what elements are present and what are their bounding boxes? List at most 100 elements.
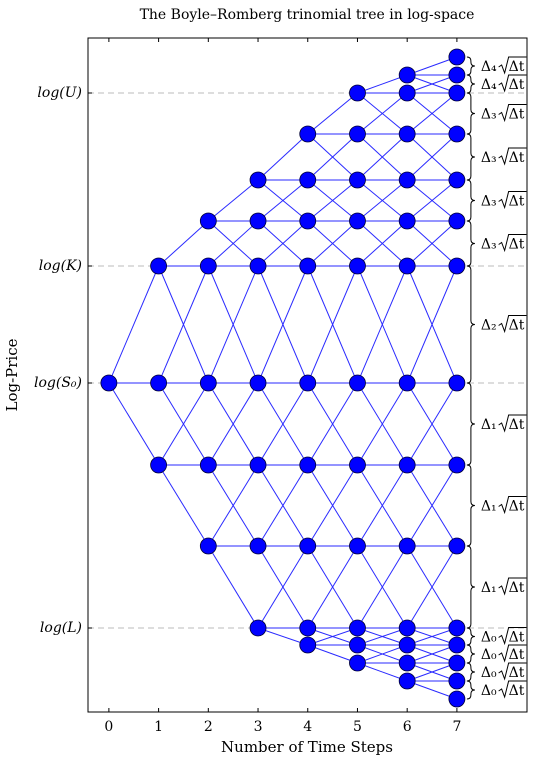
node [349,537,366,555]
node [150,456,167,474]
edge [307,133,358,181]
radical [498,74,527,93]
edge [406,92,458,135]
node [398,66,416,84]
brace [466,179,475,222]
node [448,690,466,708]
brace-label-coef: Δ₀ [481,683,497,699]
edge [407,56,458,76]
radical [498,662,527,681]
brace-label-coef: Δ₃ [481,107,497,123]
node [398,171,416,189]
edge [357,644,408,664]
node [249,537,267,555]
edge [257,179,309,222]
node [398,654,416,672]
edge [407,627,458,646]
edge [357,382,408,466]
node [349,84,366,102]
brace [466,74,475,94]
edge [307,382,358,466]
brace-label-radicand: Δt [509,318,525,334]
radical [498,644,527,663]
edge [406,265,458,384]
node [448,257,466,275]
node [398,374,416,392]
brace-label-coef: Δ₃ [481,237,497,253]
edge [307,179,358,222]
edge [307,464,358,547]
brace-label-coef: Δ₄ [481,59,497,75]
node [448,212,466,230]
edge [357,133,408,181]
x-tick-label: 6 [403,719,412,735]
node [299,636,317,654]
brace [466,382,475,466]
node [349,636,366,654]
brace [466,627,475,646]
node [349,374,366,392]
edge [257,220,309,267]
node [398,636,416,654]
edge [207,382,259,466]
edge [357,464,408,547]
node [299,212,317,230]
node [448,619,466,637]
node [349,125,366,143]
edge [207,179,259,222]
node [349,619,366,637]
edge [357,627,408,646]
brace [466,56,475,76]
brace-label-coef: Δ₃ [481,150,497,166]
radical [498,191,527,210]
edge [158,265,209,384]
brace-label-coef: Δ₄ [481,77,497,93]
edge [108,382,160,466]
brace-label-radicand: Δt [509,150,525,166]
edge [257,133,309,181]
brace-label-coef: Δ₀ [481,665,497,681]
brace-label-radicand: Δt [509,630,525,646]
node [448,48,466,66]
node [299,257,317,275]
brace [466,220,475,267]
y-tick-label: log(S₀) [34,375,82,391]
node [398,212,416,230]
node [299,171,317,189]
y-tick-label: log(K) [39,258,82,274]
radical [498,680,527,699]
x-tick-label: 1 [154,719,163,735]
brace [466,662,475,682]
node [150,374,167,392]
brace [466,92,475,135]
brace [466,545,475,629]
edge [357,265,408,384]
node [349,456,366,474]
node [299,374,317,392]
node [249,171,267,189]
edge [207,545,259,629]
node [398,456,416,474]
edge [207,220,259,267]
node [299,619,317,637]
radical [498,577,527,596]
edge [406,179,458,222]
y-axis-label: Log-Price [3,338,21,411]
brace-label-coef: Δ₁ [481,580,497,596]
node [249,374,267,392]
radical [498,315,527,334]
edge [257,464,309,547]
brace [466,464,475,547]
edge [407,662,458,682]
edge [307,644,358,664]
edge [158,382,209,466]
node [249,456,267,474]
node [299,537,317,555]
radical [498,147,527,166]
edge [407,644,458,664]
edge [207,265,259,384]
node [349,171,366,189]
node [199,374,217,392]
x-axis-label: Number of Time Steps [221,738,393,756]
